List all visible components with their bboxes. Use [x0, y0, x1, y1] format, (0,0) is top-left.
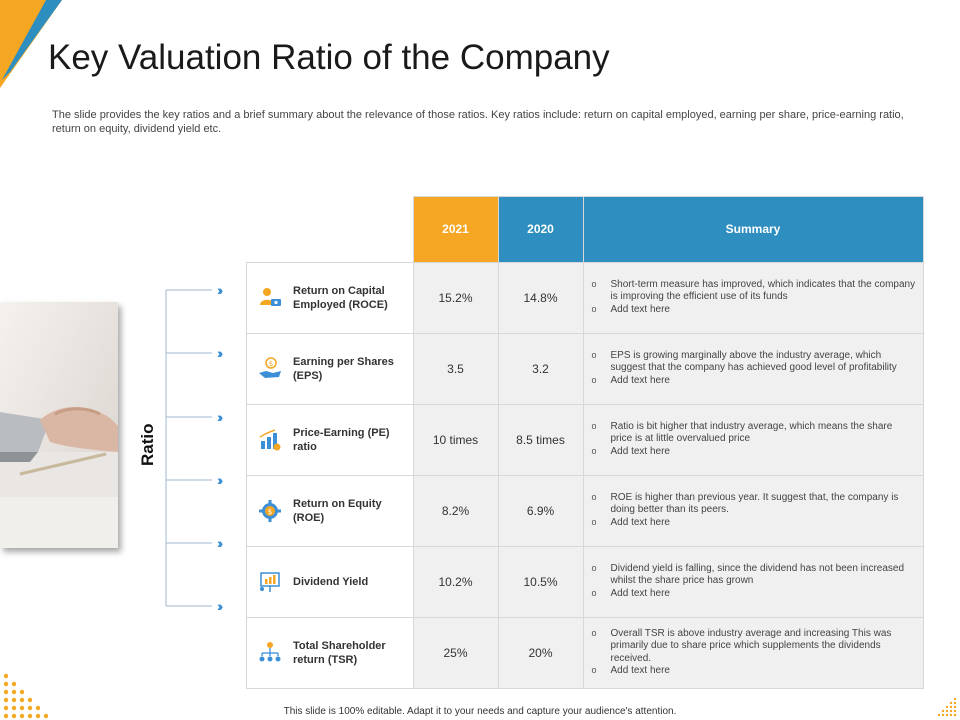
ratio-name: Dividend Yield — [293, 575, 369, 588]
table-header-row: 2021 2020 Summary — [246, 196, 924, 263]
ratio-name: Price-Earning (PE) ratio — [293, 426, 390, 453]
value-2020: 10.5% — [497, 545, 584, 618]
summary-cell: Short-term measure has improved, which i… — [582, 261, 924, 334]
summary-cell: Dividend yield is falling, since the div… — [582, 545, 924, 618]
ratio-name-cell: Price-Earning (PE) ratio — [246, 403, 414, 476]
bar-chart-coin-icon — [247, 427, 293, 453]
summary-item: EPS is growing marginally above the indu… — [592, 349, 917, 375]
summary-cell: ROE is higher than previous year. It sug… — [582, 474, 924, 547]
chevron-right-icon: ›› — [217, 598, 224, 614]
ratio-name: Total Shareholder return (TSR) — [293, 639, 386, 666]
value-2021: 3.5 — [412, 332, 499, 405]
summary-item: Add text here — [592, 664, 917, 678]
ratio-table: 2021 2020 Summary Return on Capital Empl… — [246, 196, 924, 689]
value-2020: 14.8% — [497, 261, 584, 334]
value-2021: 15.2% — [412, 261, 499, 334]
ratio-name: Earning per Shares (EPS) — [293, 355, 394, 382]
summary-cell: Overall TSR is above industry average an… — [582, 616, 924, 689]
ratio-name: Return on Equity (ROE) — [293, 497, 382, 524]
summary-item: Add text here — [592, 374, 917, 388]
page-title: Key Valuation Ratio of the Company — [48, 38, 610, 77]
value-2021: 25% — [412, 616, 499, 689]
ratio-name-cell: $ Earning per Shares (EPS) — [246, 332, 414, 405]
table-row: $ Earning per Shares (EPS) 3.5 3.2 EPS i… — [246, 332, 924, 405]
hand-coin-icon: $ — [247, 356, 293, 382]
decorative-dots — [3, 673, 49, 719]
value-2020: 6.9% — [497, 474, 584, 547]
chevron-right-icon: ›› — [217, 472, 224, 488]
svg-text:$: $ — [268, 508, 272, 516]
chevron-right-icon: ›› — [217, 345, 224, 361]
person-money-icon — [247, 285, 293, 311]
chevron-right-icon: ›› — [217, 535, 224, 551]
table-row: Dividend Yield 10.2% 10.5% Dividend yiel… — [246, 545, 924, 618]
ratio-name-cell: Dividend Yield — [246, 545, 414, 618]
bracket-lines — [165, 289, 212, 607]
summary-item: Dividend yield is falling, since the div… — [592, 562, 917, 588]
summary-item: Ratio is bit higher that industry averag… — [592, 420, 917, 446]
summary-cell: EPS is growing marginally above the indu… — [582, 332, 924, 405]
summary-item: Add text here — [592, 587, 917, 601]
summary-item: Add text here — [592, 445, 917, 459]
table-row: $ Return on Equity (ROE) 8.2% 6.9% ROE i… — [246, 474, 924, 547]
header-summary: Summary — [582, 196, 924, 263]
value-2020: 20% — [497, 616, 584, 689]
value-2020: 3.2 — [497, 332, 584, 405]
org-chart-icon — [247, 640, 293, 666]
page-subtitle: The slide provides the key ratios and a … — [52, 109, 904, 135]
presentation-board-icon — [247, 569, 293, 595]
summary-item: ROE is higher than previous year. It sug… — [592, 491, 917, 517]
ratio-name-cell: Total Shareholder return (TSR) — [246, 616, 414, 689]
summary-cell: Ratio is bit higher that industry averag… — [582, 403, 924, 476]
summary-item: Short-term measure has improved, which i… — [592, 278, 917, 304]
table-row: Total Shareholder return (TSR) 25% 20% O… — [246, 616, 924, 689]
ratio-name: Return on Capital Employed (ROCE) — [293, 284, 388, 311]
ratio-name-cell: Return on Capital Employed (ROCE) — [246, 261, 414, 334]
chevron-right-icon: ›› — [217, 282, 224, 298]
header-2021: 2021 — [412, 196, 499, 263]
decorative-dots — [937, 697, 957, 717]
chevron-right-icon: ›› — [217, 409, 224, 425]
summary-item: Add text here — [592, 516, 917, 530]
value-2021: 10.2% — [412, 545, 499, 618]
header-blank-cell — [246, 196, 413, 262]
summary-item: Add text here — [592, 303, 917, 317]
value-2021: 8.2% — [412, 474, 499, 547]
value-2020: 8.5 times — [497, 403, 584, 476]
laptop-photo — [0, 302, 118, 548]
table-row: Price-Earning (PE) ratio 10 times 8.5 ti… — [246, 403, 924, 476]
header-2020: 2020 — [497, 196, 584, 263]
corner-decoration — [0, 0, 62, 88]
summary-item: Overall TSR is above industry average an… — [592, 627, 917, 666]
gear-dollar-icon: $ — [247, 498, 293, 524]
table-row: Return on Capital Employed (ROCE) 15.2% … — [246, 261, 924, 334]
ratio-name-cell: $ Return on Equity (ROE) — [246, 474, 414, 547]
footer-note: This slide is 100% editable. Adapt it to… — [283, 706, 677, 717]
svg-text:$: $ — [269, 360, 273, 368]
value-2021: 10 times — [412, 403, 499, 476]
